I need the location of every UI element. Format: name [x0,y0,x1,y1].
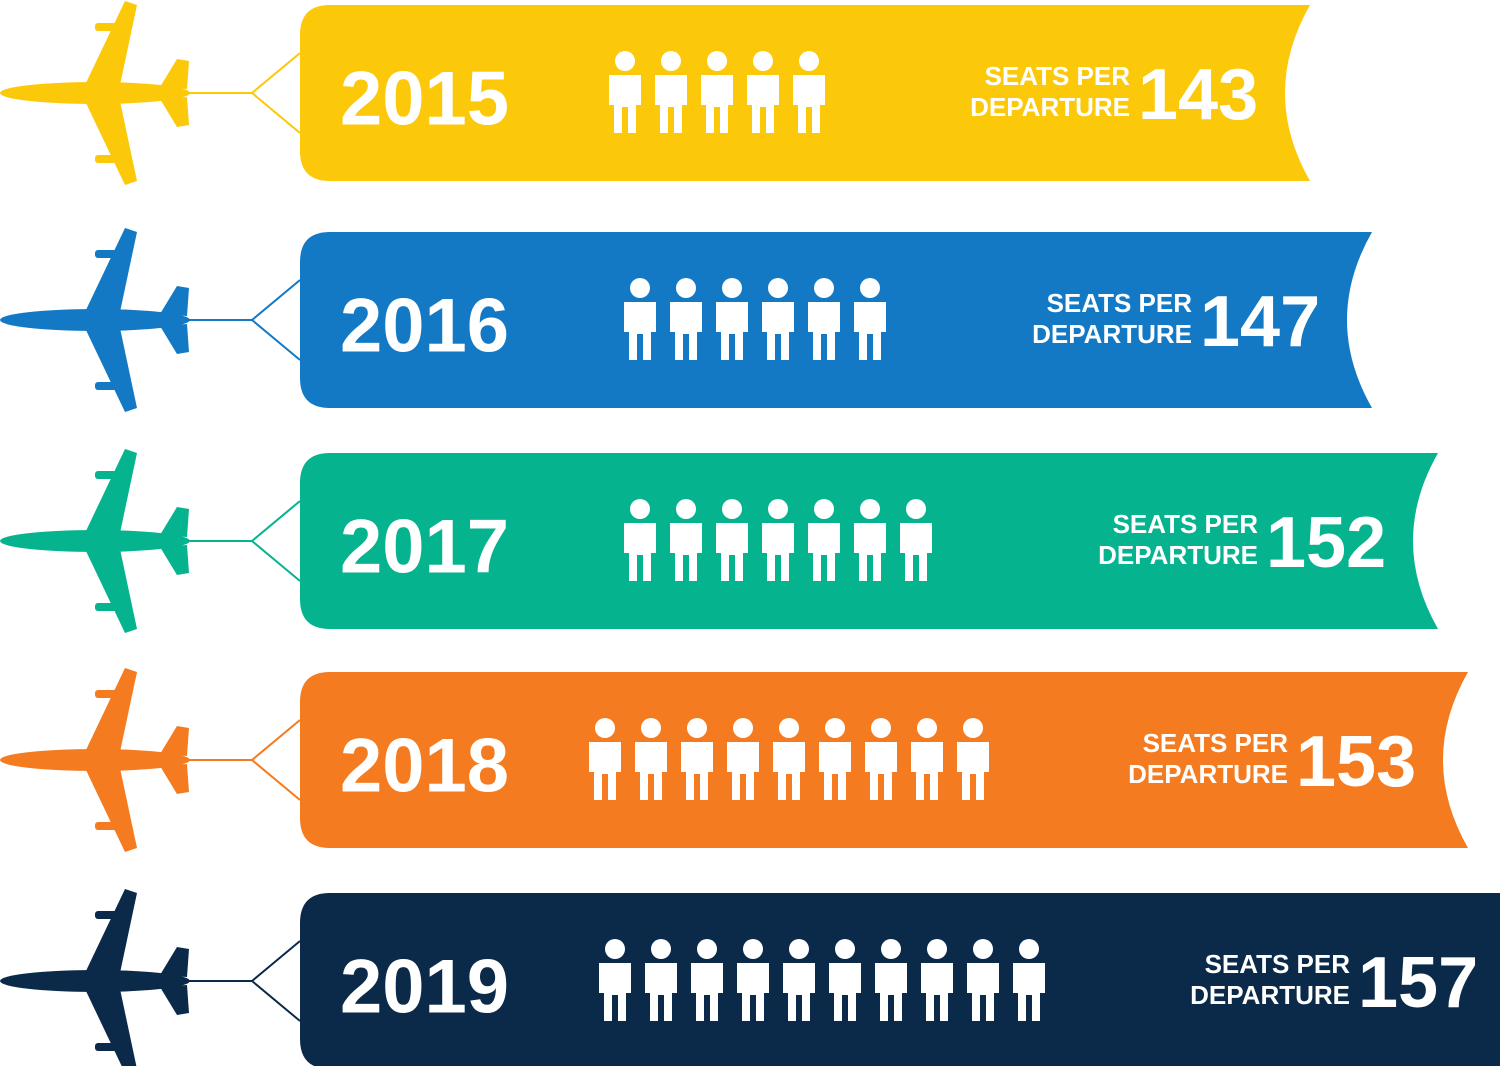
year: 2015 [340,57,509,142]
label-line: SEATS PER [1143,728,1289,758]
year: 2018 [340,724,509,809]
seats-value: 143 [1138,55,1258,135]
label-line: SEATS PER [1113,509,1259,539]
plane-icon [0,228,190,412]
label-line: SEATS PER [985,61,1131,91]
connector [250,279,301,361]
connector [250,719,301,801]
label-line: SEATS PER [1205,949,1351,979]
label-line: DEPARTURE [1128,759,1288,789]
year: 2016 [340,284,509,369]
connector [250,500,301,582]
year: 2017 [340,505,509,590]
label-line: SEATS PER [1047,288,1193,318]
label-line: DEPARTURE [1032,319,1192,349]
seats-value: 153 [1296,722,1416,802]
seats-value: 157 [1358,943,1478,1023]
connector [250,940,301,1022]
plane-icon [0,1,190,185]
seats-value: 147 [1200,282,1320,362]
connector [250,52,301,134]
year: 2019 [340,945,509,1030]
seats-value: 152 [1266,503,1386,583]
label-line: DEPARTURE [1190,980,1350,1010]
plane-icon [0,668,190,852]
label-line: DEPARTURE [970,92,1130,122]
plane-icon [0,889,190,1066]
plane-icon [0,449,190,633]
label-line: DEPARTURE [1098,540,1258,570]
